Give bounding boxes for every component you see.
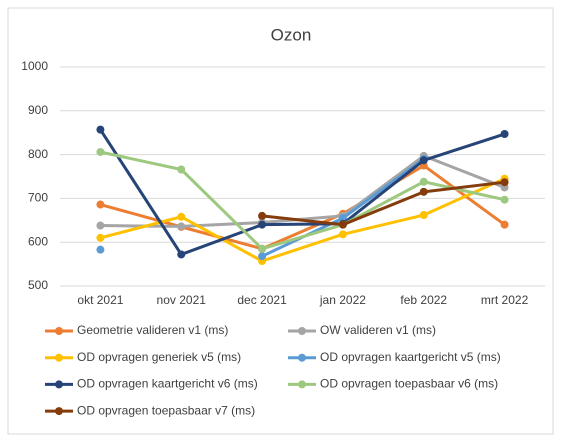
data-point [419, 187, 428, 196]
legend-marker [298, 327, 306, 335]
data-point [258, 211, 267, 220]
data-point [258, 220, 267, 229]
data-point [96, 233, 105, 242]
legend-marker [298, 353, 306, 362]
legend-label: OD opvragen toepasbaar v6 (ms) [320, 377, 498, 391]
y-tick-label: 600 [28, 234, 48, 248]
data-point [338, 230, 347, 239]
y-tick-label: 1000 [21, 59, 48, 73]
data-point [177, 250, 186, 259]
data-point [96, 125, 105, 134]
legend-marker [298, 380, 306, 389]
legend-label: OD opvragen generiek v5 (ms) [77, 350, 241, 364]
legend-label: OD opvragen kaartgericht v5 (ms) [320, 350, 501, 364]
x-tick-label: okt 2021 [77, 293, 123, 307]
data-point [338, 214, 347, 223]
legend-marker [55, 353, 63, 362]
series-line [99, 128, 506, 256]
y-tick-label: 700 [28, 191, 48, 205]
series-line [100, 150, 505, 251]
legend-label: Geometrie valideren v1 (ms) [77, 323, 228, 337]
chart-title: Ozon [271, 25, 312, 44]
legend-label: OD opvragen toepasbaar v7 (ms) [77, 403, 255, 417]
data-point [177, 222, 186, 231]
data-point [500, 178, 509, 187]
data-point [419, 177, 428, 186]
data-point [419, 211, 428, 220]
data-point [500, 220, 509, 229]
data-point [177, 165, 186, 174]
data-point [96, 200, 105, 209]
data-point [258, 244, 267, 253]
series-line [100, 177, 506, 263]
data-point [419, 156, 428, 165]
y-tick-label: 500 [28, 278, 48, 292]
series-line [261, 180, 505, 227]
data-point [177, 212, 186, 221]
legend-marker [55, 407, 63, 416]
data-point [96, 221, 105, 230]
series-line [100, 164, 506, 251]
x-tick-label: jan 2022 [319, 293, 366, 307]
legend-label: OW valideren v1 (ms) [320, 323, 436, 337]
data-point [96, 245, 105, 254]
data-point [500, 130, 509, 139]
legend-marker [55, 327, 63, 335]
y-tick-label: 800 [28, 147, 48, 161]
data-point [338, 220, 347, 229]
y-tick-label: 900 [28, 103, 48, 117]
x-tick-label: nov 2021 [157, 293, 207, 307]
legend-marker [55, 380, 63, 389]
data-point [96, 147, 105, 156]
data-point [500, 195, 509, 204]
x-tick-label: feb 2022 [400, 293, 447, 307]
legend-label: OD opvragen kaartgericht v6 (ms) [77, 377, 258, 391]
data-point [258, 252, 267, 261]
x-tick-label: mrt 2022 [481, 293, 529, 307]
x-tick-label: dec 2021 [237, 293, 287, 307]
